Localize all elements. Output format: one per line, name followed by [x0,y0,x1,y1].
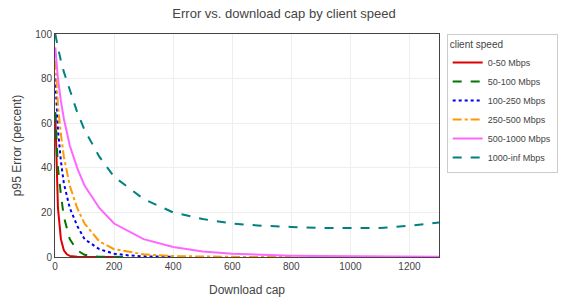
svg-text:600: 600 [224,261,241,272]
svg-text:Error vs. download cap by clie: Error vs. download cap by client speed [172,6,395,21]
svg-text:40: 40 [41,162,53,173]
svg-text:0-50 Mbps: 0-50 Mbps [488,58,531,68]
svg-text:200: 200 [106,261,123,272]
svg-text:client speed: client speed [450,39,503,50]
svg-text:p95 Error (percent): p95 Error (percent) [10,95,24,196]
svg-text:100: 100 [35,29,52,40]
svg-text:1000: 1000 [339,261,362,272]
svg-text:60: 60 [41,118,53,129]
svg-text:50-100 Mbps: 50-100 Mbps [488,77,541,87]
svg-text:1200: 1200 [398,261,421,272]
svg-text:800: 800 [283,261,300,272]
svg-text:1000-inf Mbps: 1000-inf Mbps [488,153,546,163]
svg-text:0: 0 [52,261,58,272]
svg-text:400: 400 [165,261,182,272]
svg-text:20: 20 [41,207,53,218]
svg-text:Download cap: Download cap [209,283,285,297]
svg-text:0: 0 [46,252,52,263]
svg-text:250-500 Mbps: 250-500 Mbps [488,115,546,125]
svg-text:500-1000 Mbps: 500-1000 Mbps [488,134,551,144]
svg-text:100-250 Mbps: 100-250 Mbps [488,96,546,106]
svg-text:80: 80 [41,73,53,84]
